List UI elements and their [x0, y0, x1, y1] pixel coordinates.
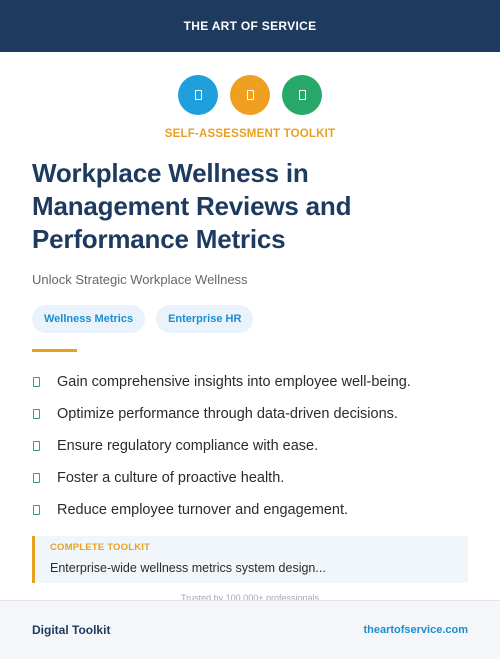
accent-divider	[32, 349, 77, 352]
footer-label: Digital Toolkit	[32, 623, 111, 637]
blue-placeholder-icon	[178, 75, 218, 115]
feature-text: Reduce employee turnover and engagement.	[57, 502, 348, 518]
feature-item: Gain comprehensive insights into employe…	[32, 366, 472, 398]
orange-placeholder-icon	[230, 75, 270, 115]
tag-list: Wellness Metrics Enterprise HR	[32, 305, 254, 333]
website-link[interactable]: theartofservice.com	[363, 624, 468, 636]
subtitle: Unlock Strategic Workplace Wellness	[32, 272, 248, 287]
page-title: Workplace Wellness in Management Reviews…	[32, 158, 352, 254]
icon-row	[0, 75, 500, 115]
callout-label: COMPLETE TOOLKIT	[50, 542, 151, 553]
feature-item: Optimize performance through data-driven…	[32, 398, 472, 430]
feature-text: Ensure regulatory compliance with ease.	[57, 438, 319, 454]
check-icon	[33, 441, 40, 451]
feature-item: Ensure regulatory compliance with ease.	[32, 430, 472, 462]
feature-item: Foster a culture of proactive health.	[32, 462, 472, 494]
feature-item: Reduce employee turnover and engagement.	[32, 494, 472, 526]
feature-text: Optimize performance through data-driven…	[57, 406, 398, 422]
check-icon	[33, 473, 40, 483]
eyebrow-label: SELF-ASSESSMENT TOOLKIT	[164, 128, 336, 140]
green-placeholder-icon	[282, 75, 322, 115]
brand-name: THE ART OF SERVICE	[183, 19, 317, 33]
feature-text: Foster a culture of proactive health.	[57, 470, 285, 486]
tag-wellness-metrics: Wellness Metrics	[32, 305, 146, 333]
check-icon	[33, 505, 40, 515]
toolkit-callout: COMPLETE TOOLKIT Enterprise-wide wellnes…	[32, 536, 468, 583]
check-icon	[33, 377, 40, 387]
callout-text: Enterprise-wide wellness metrics system …	[50, 561, 326, 575]
trusted-note: Trusted by 100,000+ professionals	[180, 593, 319, 600]
feature-text: Gain comprehensive insights into employe…	[57, 374, 411, 390]
footer: Digital Toolkit theartofservice.com	[0, 600, 500, 659]
top-banner: THE ART OF SERVICE	[0, 0, 500, 52]
tag-enterprise-hr: Enterprise HR	[156, 305, 254, 333]
check-icon	[33, 409, 40, 419]
feature-list: Gain comprehensive insights into employe…	[32, 366, 472, 526]
